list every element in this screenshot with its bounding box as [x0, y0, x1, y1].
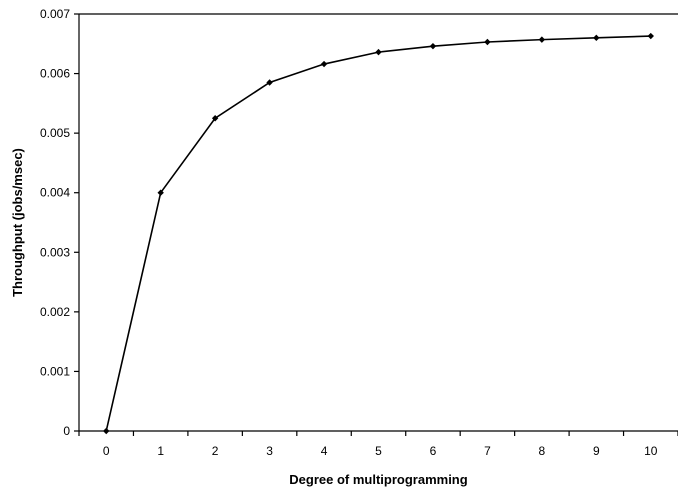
y-tick-label: 0.001	[40, 364, 70, 378]
x-ticks: 0 1 2 3 4 5 6 7 8 9 10	[79, 431, 678, 458]
x-tick-label: 3	[266, 444, 273, 458]
y-tick-label: 0.003	[40, 245, 70, 259]
data-point-marker	[484, 39, 490, 45]
data-point-marker	[103, 428, 109, 434]
data-point-marker	[375, 49, 381, 55]
y-tick-label: 0.006	[40, 67, 70, 81]
data-point-marker	[430, 43, 436, 49]
y-tick-label: 0.005	[40, 126, 70, 140]
x-tick-label: 4	[321, 444, 328, 458]
x-tick-label: 9	[593, 444, 600, 458]
x-tick-label: 2	[212, 444, 219, 458]
y-ticks: 0 0.001 0.002 0.003 0.004 0.005 0.006 0.007	[40, 7, 79, 438]
x-tick-label: 7	[484, 444, 491, 458]
data-point-marker	[648, 33, 654, 39]
x-tick-label: 1	[157, 444, 164, 458]
series-layer	[103, 33, 654, 434]
x-tick-label: 10	[644, 444, 658, 458]
x-tick-label: 0	[103, 444, 110, 458]
series-line	[106, 36, 651, 431]
y-tick-label: 0.007	[40, 7, 70, 21]
data-point-marker	[593, 35, 599, 41]
x-tick-label: 5	[375, 444, 382, 458]
x-tick-label: 8	[539, 444, 546, 458]
y-tick-label: 0.002	[40, 305, 70, 319]
y-tick-label: 0	[63, 424, 70, 438]
data-point-marker	[321, 61, 327, 67]
x-axis-title: Degree of multiprogramming	[289, 472, 467, 487]
x-tick-label: 6	[430, 444, 437, 458]
data-point-marker	[539, 36, 545, 42]
y-tick-label: 0.004	[40, 186, 70, 200]
axes	[79, 14, 678, 431]
y-axis-title: Throughput (jobs/msec)	[10, 148, 25, 297]
